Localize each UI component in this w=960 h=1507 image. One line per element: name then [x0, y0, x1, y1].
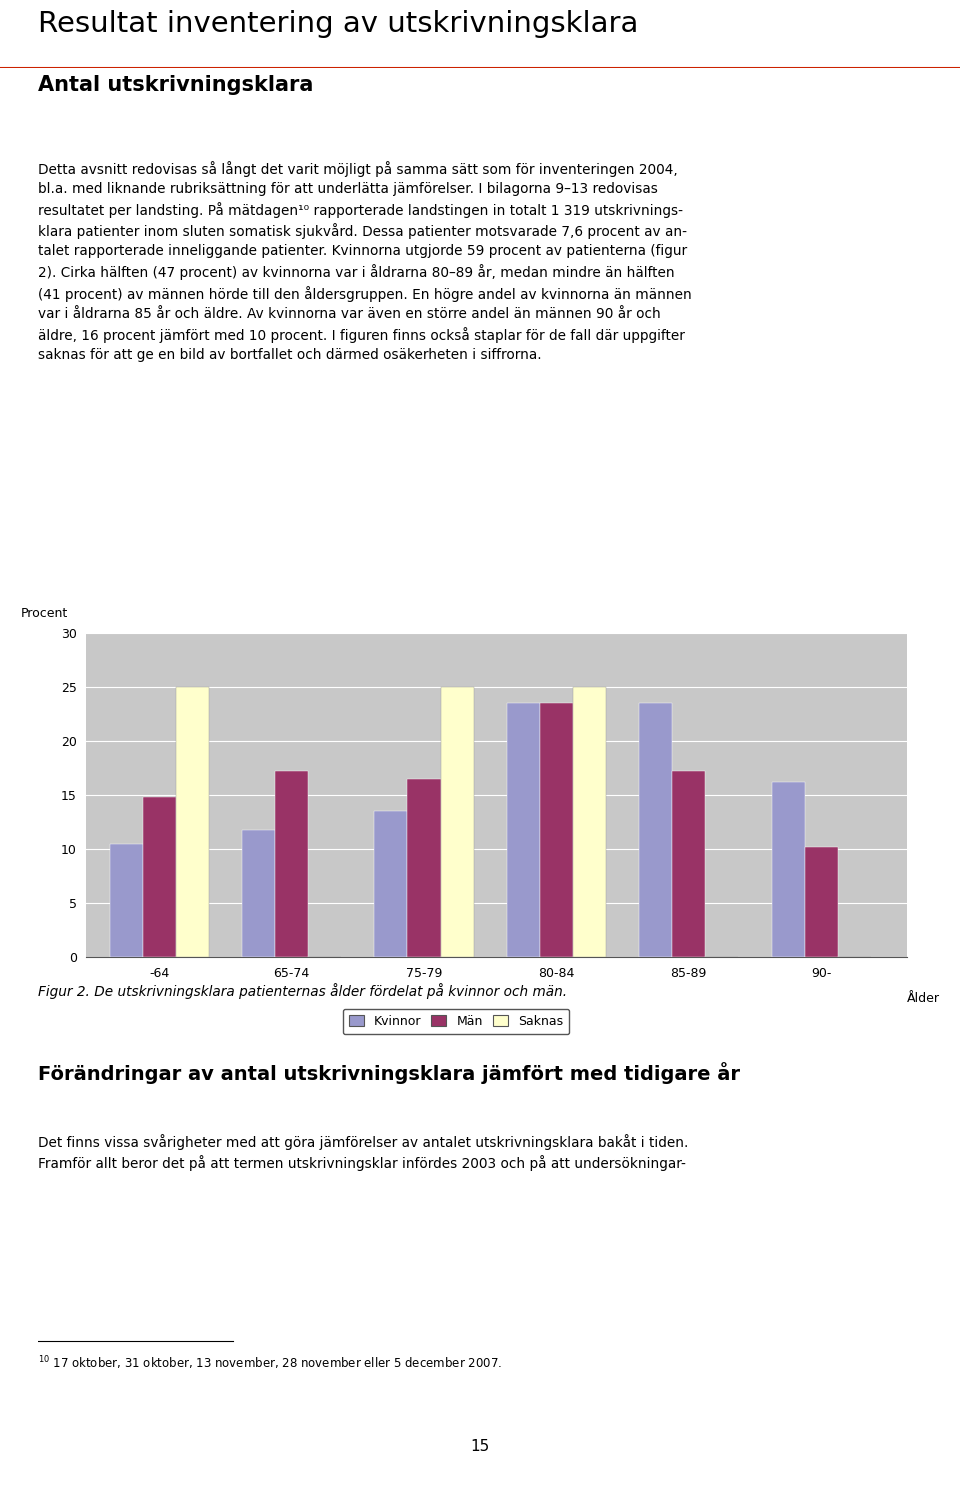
Bar [242, 829, 276, 957]
Text: Det finns vissa svårigheter med att göra jämförelser av antalet utskrivningsklar: Det finns vissa svårigheter med att göra… [38, 1133, 688, 1171]
Text: Resultat inventering av utskrivningsklara: Resultat inventering av utskrivningsklar… [38, 11, 638, 38]
Text: Ålder: Ålder [907, 992, 940, 1005]
Bar [407, 779, 441, 957]
Bar [804, 847, 838, 957]
Bar [507, 704, 540, 957]
Text: Procent: Procent [21, 607, 68, 619]
Bar [540, 704, 573, 957]
Bar [143, 797, 176, 957]
Bar [176, 687, 209, 957]
Bar [772, 782, 804, 957]
Bar [573, 687, 606, 957]
Text: Antal utskrivningsklara: Antal utskrivningsklara [38, 75, 314, 95]
Bar [441, 687, 473, 957]
Text: $^{10}$ 17 oktober, 31 oktober, 13 november, 28 november eller 5 december 2007.: $^{10}$ 17 oktober, 31 oktober, 13 novem… [38, 1353, 502, 1371]
Text: Förändringar av antal utskrivningsklara jämfört med tidigare år: Förändringar av antal utskrivningsklara … [38, 1062, 740, 1085]
Bar [276, 772, 308, 957]
Text: Figur 2. De utskrivningsklara patienternas ålder fördelat på kvinnor och män.: Figur 2. De utskrivningsklara patientern… [38, 983, 567, 999]
Bar [374, 811, 407, 957]
Text: Detta avsnitt redovisas så långt det varit möjligt på samma sätt som för invente: Detta avsnitt redovisas så långt det var… [38, 161, 692, 362]
Text: 15: 15 [470, 1439, 490, 1454]
Bar [109, 844, 143, 957]
Bar [639, 704, 672, 957]
Legend: Kvinnor, Män, Saknas: Kvinnor, Män, Saknas [343, 1008, 569, 1034]
Bar [672, 772, 706, 957]
